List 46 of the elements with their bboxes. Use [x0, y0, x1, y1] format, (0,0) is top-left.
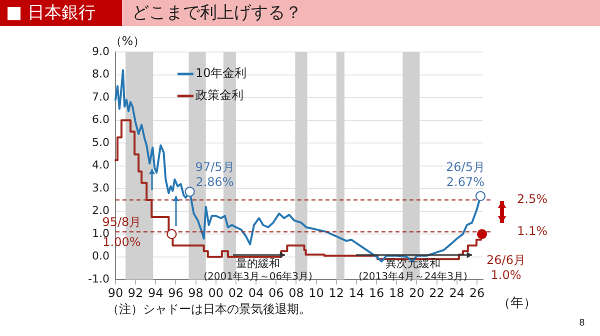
point — [184, 186, 195, 197]
point — [475, 190, 486, 202]
y-tick-label: 2.0 — [92, 204, 110, 218]
x-tick-label: 20 — [409, 286, 424, 300]
text: （注）シャドーは日本の景気後退期。 — [107, 302, 311, 316]
x-tick-label: 98 — [188, 286, 204, 300]
annotation: 26/5月 2.67% — [446, 160, 485, 190]
y-tick-label: -1.0 — [88, 272, 110, 286]
x-tick-label: 10 — [308, 286, 324, 300]
x-tick-label: 26 — [469, 286, 485, 300]
x-tick-label: 14 — [348, 286, 364, 300]
chart-title: どこまで利上げする？ — [132, 2, 302, 25]
x-tick-label: 12 — [328, 286, 344, 300]
y-axis-title: （%） — [110, 34, 146, 48]
ref-line-label: 1.1% — [517, 224, 548, 238]
x-tick-label: 16 — [368, 286, 384, 300]
annotation: 異次元緩和 (2013年4月～24年3月) — [358, 256, 468, 283]
y-tick-label: 4.0 — [92, 158, 110, 172]
y-tick-label: 8.0 — [92, 68, 110, 81]
x-tick-label: 22 — [429, 286, 444, 300]
x-tick-label: 94 — [148, 286, 164, 300]
annotation: 97/5月 2.86% — [195, 160, 234, 189]
x-tick-label: 96 — [168, 286, 184, 300]
y-tick-label: 3.0 — [92, 181, 110, 194]
x-tick-label: 18 — [389, 286, 404, 300]
x-tick-label: 90 — [108, 286, 124, 300]
x-tick-label: 04 — [248, 286, 264, 300]
y-tick-label: 6.0 — [92, 113, 110, 126]
x-tick-label: 24 — [449, 286, 465, 300]
x-tick-label: 92 — [128, 286, 144, 300]
annotation: 量的緩和 (2001年3月～06年3月) — [204, 256, 312, 283]
legend-label: 10年金利 — [195, 66, 247, 80]
chart-subtitle: ■ 日本銀行 — [0, 0, 122, 26]
x-axis-title: （年） — [498, 296, 536, 311]
x-tick-label: 08 — [288, 286, 304, 300]
x-tick-label: 00 — [208, 286, 224, 300]
x-tick-label: 02 — [228, 286, 244, 300]
y-tick-label: 9.0 — [92, 44, 110, 58]
annotation: 26/6月 1.0% — [486, 253, 526, 282]
y-tick-label: 5.0 — [92, 136, 110, 149]
y-tick-label: 0.0 — [92, 250, 110, 263]
y-tick-label: 7.0 — [92, 90, 110, 104]
legend-label: 政策金利 — [195, 88, 244, 102]
x-tick-label: 06 — [268, 286, 284, 300]
text: 8 — [579, 318, 586, 328]
ref-line-label: 2.5% — [517, 192, 548, 206]
